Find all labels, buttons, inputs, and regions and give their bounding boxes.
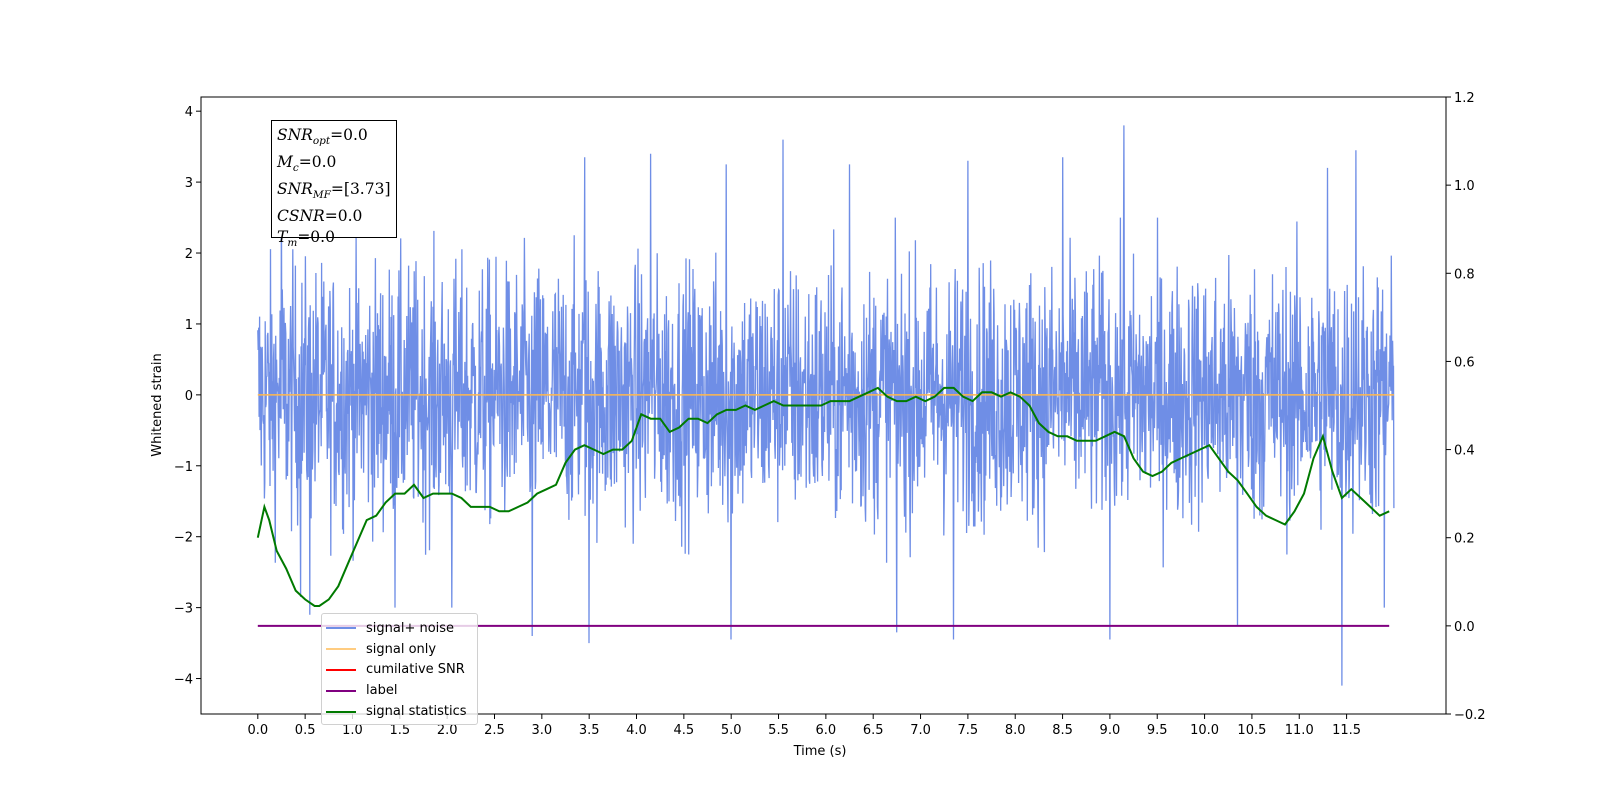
x-tick-label: 7.5 bbox=[958, 723, 979, 738]
x-axis-label: Time (s) bbox=[793, 744, 847, 759]
y2-tick-label: 0.0 bbox=[1454, 620, 1475, 635]
x-tick-label: 9.0 bbox=[1100, 723, 1121, 738]
x-tick-label: 3.5 bbox=[579, 723, 600, 738]
stats-subscript: MF bbox=[312, 189, 331, 202]
y-axis-label: Whitened strain bbox=[150, 353, 165, 456]
x-tick-label: 6.0 bbox=[816, 723, 837, 738]
x-tick-label: 6.5 bbox=[863, 723, 884, 738]
plot-frame bbox=[200, 96, 1447, 715]
stats-line: Mc=0.0 bbox=[277, 152, 396, 179]
legend-label: signal only bbox=[366, 641, 437, 657]
stats-line: Tm=0.0 bbox=[277, 227, 396, 254]
stats-value: =0.0 bbox=[297, 228, 335, 247]
y-tick-label: 1 bbox=[185, 318, 193, 333]
y-tick-label: 3 bbox=[185, 176, 193, 191]
stats-value: =[3.73] bbox=[330, 180, 391, 199]
y-tick-label: −2 bbox=[174, 531, 193, 546]
legend-swatch bbox=[326, 668, 356, 671]
legend-item: signal statistics bbox=[326, 701, 477, 722]
x-tick-label: 3.0 bbox=[531, 723, 552, 738]
x-tick-label: 1.0 bbox=[342, 723, 363, 738]
legend-label: signal+ noise bbox=[366, 620, 455, 636]
x-axis: 0.0 0.5 1.0 1.5 2.0 2.5 3.0 3.5 4.0 4.5 5.0 5.5 6.0 6… bbox=[247, 714, 1361, 738]
legend-swatch bbox=[326, 689, 356, 692]
legend-label: signal statistics bbox=[366, 704, 467, 720]
stats-line: CSNR=0.0 bbox=[277, 206, 396, 227]
y-tick-label: −3 bbox=[174, 602, 193, 617]
x-tick-label: 5.0 bbox=[721, 723, 742, 738]
x-tick-label: 8.5 bbox=[1052, 723, 1073, 738]
y-axis-left: −4 −3 −2 −1 0 1 2 3 4 bbox=[174, 105, 201, 688]
legend: signal+ noise signal only cumilative SNR la… bbox=[321, 613, 478, 725]
legend-label: label bbox=[366, 683, 398, 699]
stats-name: CSNR bbox=[277, 207, 325, 226]
y-tick-label: 4 bbox=[185, 105, 193, 120]
x-tick-label: 4.5 bbox=[674, 723, 695, 738]
x-tick-label: 9.5 bbox=[1147, 723, 1168, 738]
x-tick-label: 10.0 bbox=[1190, 723, 1219, 738]
y-tick-label: −1 bbox=[174, 460, 193, 475]
y2-tick-label: 0.8 bbox=[1454, 267, 1475, 282]
y2-tick-label: −0.2 bbox=[1454, 708, 1486, 723]
stats-subscript: c bbox=[292, 162, 299, 175]
series-line-signal-statistics bbox=[256, 386, 1390, 607]
x-tick-label: 2.5 bbox=[484, 723, 505, 738]
stats-name: Tm bbox=[277, 228, 298, 250]
stats-line: SNRopt=0.0 bbox=[277, 125, 396, 152]
y-axis-right: −0.2 0.0 0.2 0.4 0.6 0.8 1.0 1.2 bbox=[1446, 91, 1486, 723]
legend-item: label bbox=[326, 680, 477, 701]
y2-tick-label: 1.0 bbox=[1454, 179, 1475, 194]
x-tick-label: 5.5 bbox=[768, 723, 789, 738]
x-tick-label: 0.0 bbox=[247, 723, 268, 738]
x-tick-label: 10.5 bbox=[1237, 723, 1266, 738]
legend-swatch bbox=[326, 627, 356, 630]
x-tick-label: 11.5 bbox=[1332, 723, 1361, 738]
legend-item: signal+ noise bbox=[326, 618, 477, 639]
stats-name: Mc bbox=[277, 153, 299, 175]
stats-name: SNRopt bbox=[277, 126, 331, 148]
legend-swatch bbox=[326, 710, 356, 713]
legend-swatch bbox=[326, 648, 356, 651]
stats-subscript: opt bbox=[312, 135, 331, 148]
y-tick-label: 0 bbox=[185, 389, 193, 404]
x-tick-label: 4.0 bbox=[626, 723, 647, 738]
legend-label: cumilative SNR bbox=[366, 662, 465, 678]
x-tick-label: 2.0 bbox=[437, 723, 458, 738]
plot-area bbox=[256, 125, 1395, 686]
x-tick-label: 8.0 bbox=[1005, 723, 1026, 738]
x-tick-label: 0.5 bbox=[295, 723, 316, 738]
x-tick-label: 7.0 bbox=[910, 723, 931, 738]
x-tick-label: 11.0 bbox=[1285, 723, 1314, 738]
series-line-signal-noise bbox=[257, 125, 1395, 686]
y2-tick-label: 1.2 bbox=[1454, 91, 1475, 106]
stats-subscript: m bbox=[287, 237, 298, 250]
stats-value: =0.0 bbox=[324, 207, 363, 226]
y-tick-label: −4 bbox=[174, 673, 193, 688]
y2-tick-label: 0.2 bbox=[1454, 532, 1475, 547]
y2-tick-label: 0.4 bbox=[1454, 444, 1475, 459]
stats-name: SNRMF bbox=[277, 180, 331, 202]
legend-item: cumilative SNR bbox=[326, 660, 477, 681]
stats-annotation-box: SNRopt=0.0 Mc=0.0 SNRMF=[3.73] CSNR=0.0 Tm=0… bbox=[271, 120, 397, 249]
stats-line: SNRMF=[3.73] bbox=[277, 179, 396, 206]
legend-item: signal only bbox=[326, 639, 477, 660]
x-tick-label: 1.5 bbox=[389, 723, 410, 738]
y-tick-label: 2 bbox=[185, 247, 193, 262]
stats-value: =0.0 bbox=[330, 126, 368, 144]
y2-tick-label: 0.6 bbox=[1454, 355, 1475, 370]
stats-value: =0.0 bbox=[298, 153, 337, 172]
